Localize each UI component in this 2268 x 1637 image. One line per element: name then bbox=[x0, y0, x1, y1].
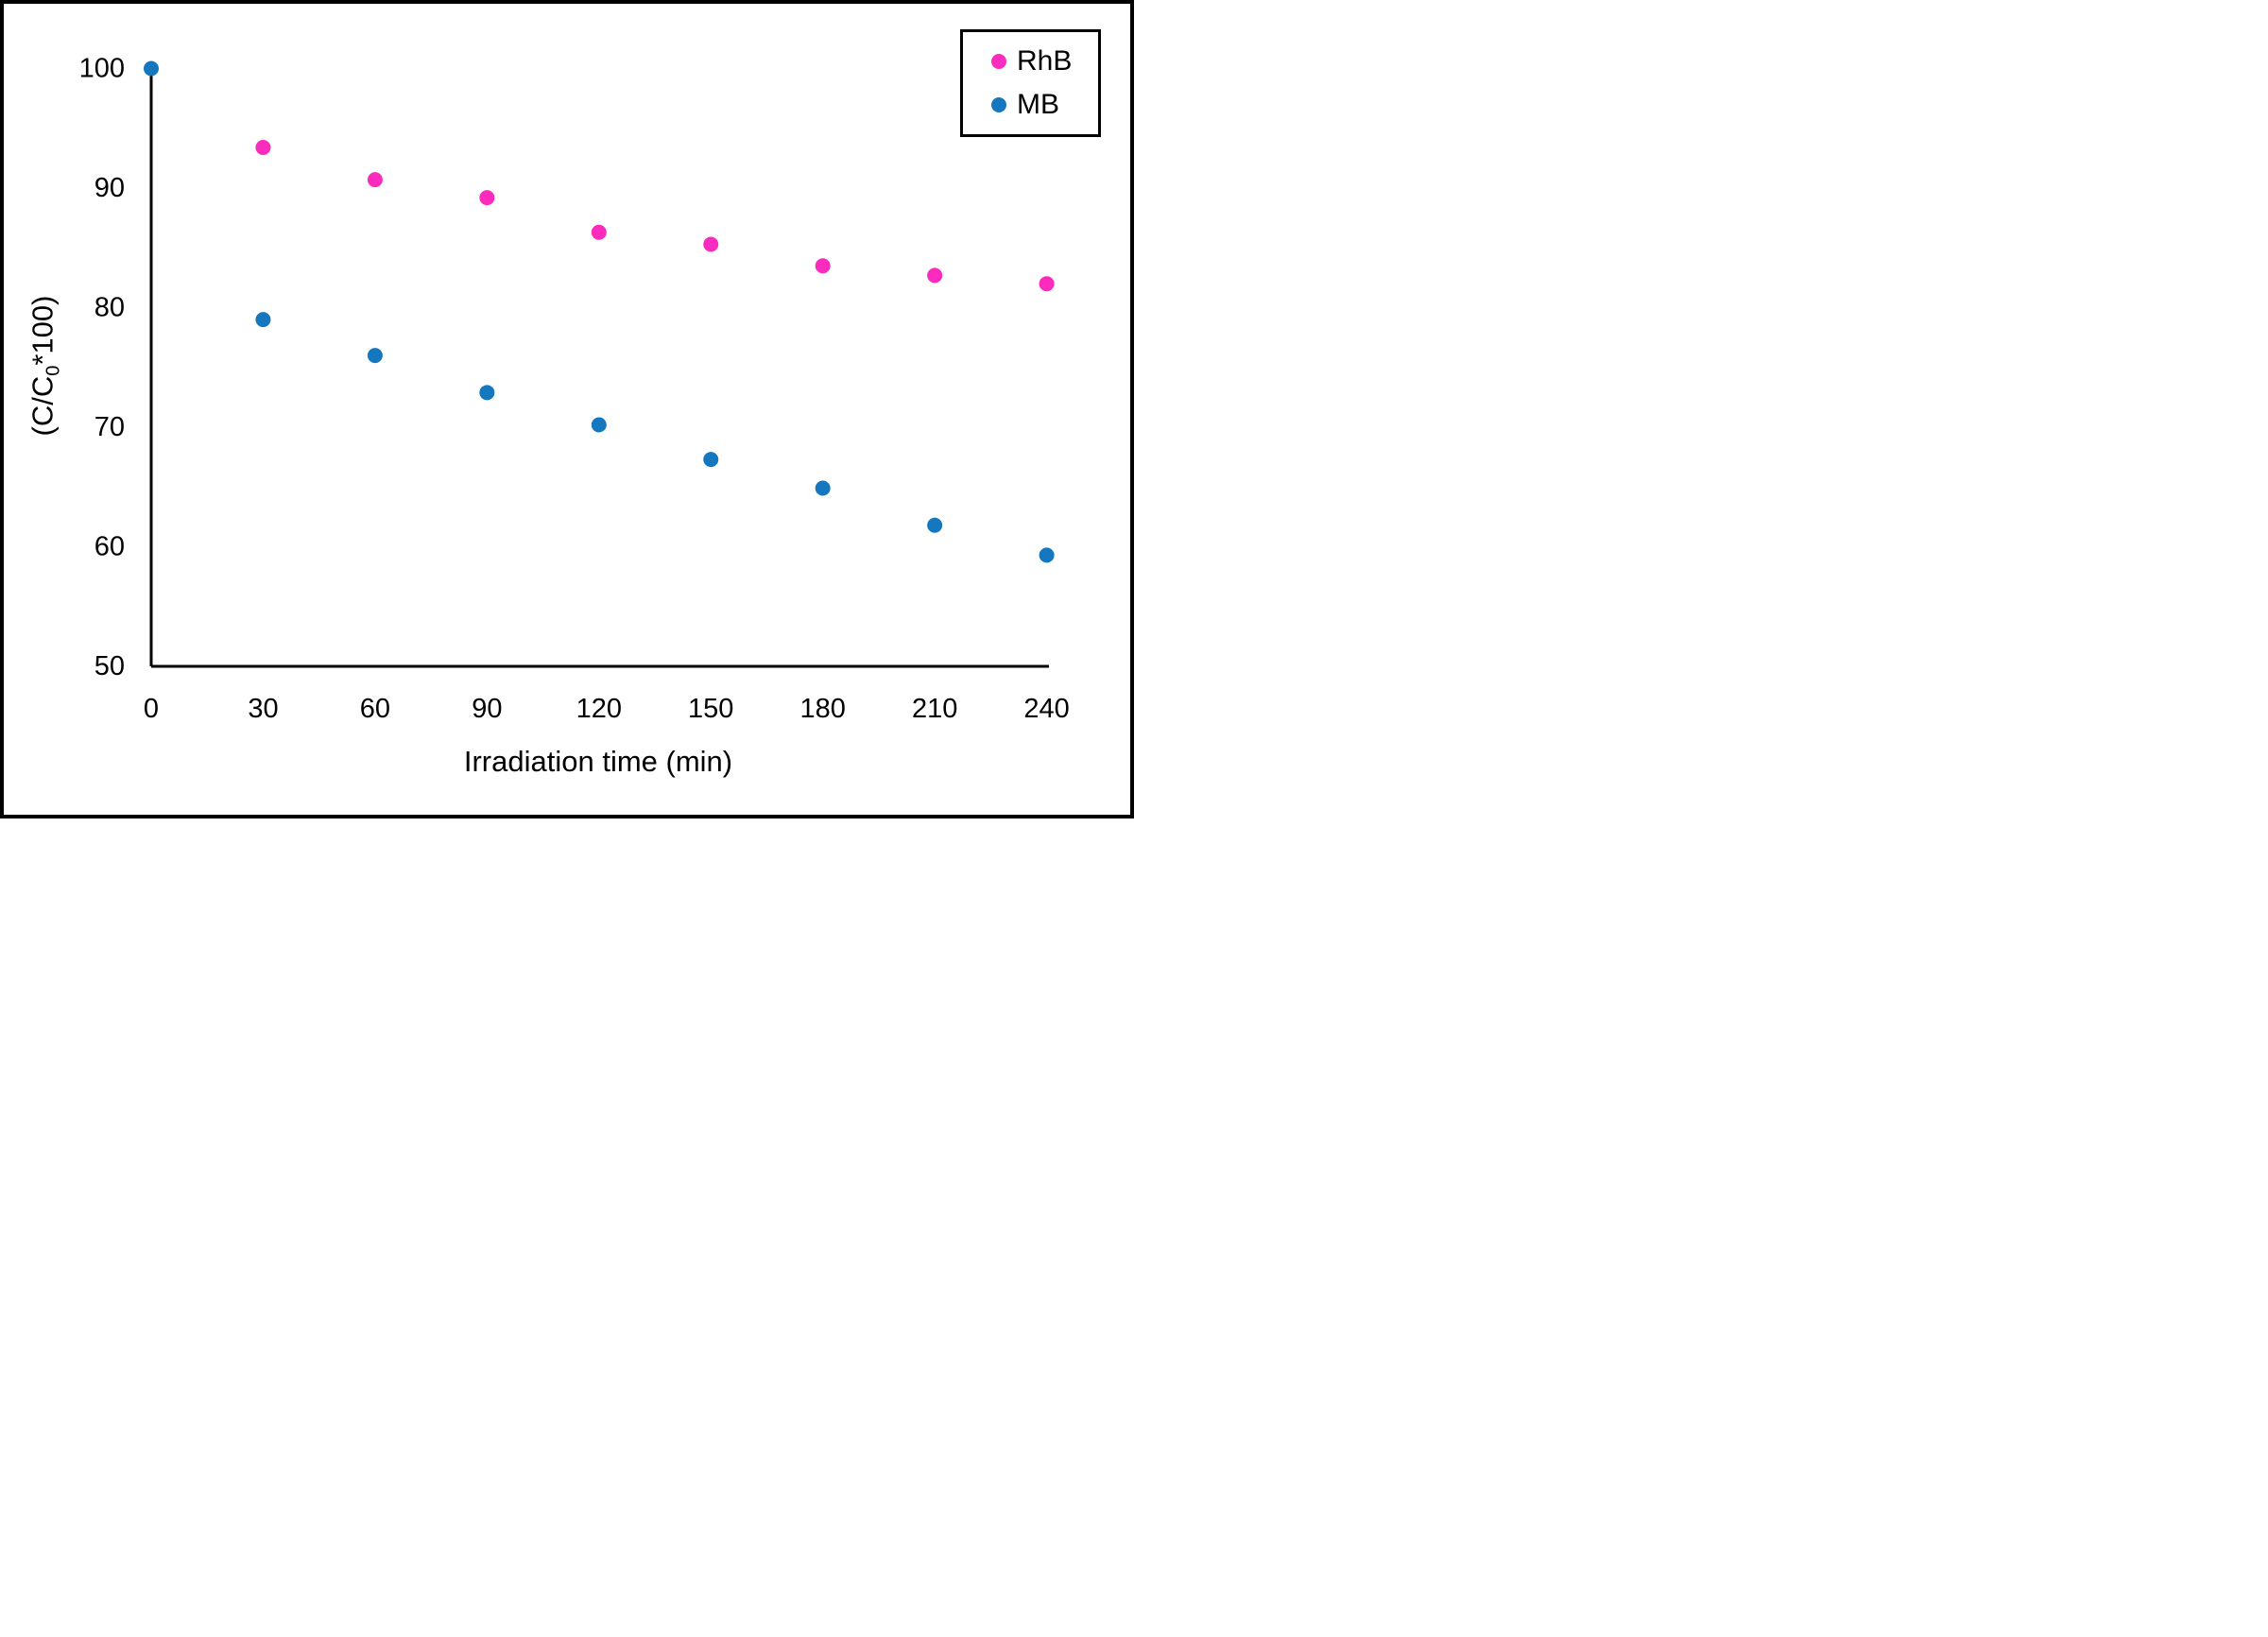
y-tick-label-80: 80 bbox=[94, 293, 125, 323]
data-point-rhb-240 bbox=[1039, 276, 1055, 292]
data-point-mb-210 bbox=[927, 517, 943, 533]
y-axis-title: (C/C0*100) bbox=[26, 296, 65, 437]
data-point-rhb-120 bbox=[591, 224, 607, 240]
data-point-mb-120 bbox=[591, 417, 607, 433]
data-point-mb-30 bbox=[255, 312, 271, 328]
y-axis-title-text: *100) bbox=[26, 295, 60, 366]
y-tick-label-90: 90 bbox=[94, 173, 125, 203]
figure-frame: 50 60 70 80 90 100 0 30 60 90 120 150 180 210 240 Irra… bbox=[0, 0, 1134, 818]
data-point-rhb-180 bbox=[815, 258, 831, 274]
rhb-series-marker-icon bbox=[991, 54, 1006, 69]
rhb-legend-label: RhB bbox=[1017, 45, 1073, 77]
legend-item-mb: MB bbox=[991, 91, 1098, 119]
data-point-mb-0 bbox=[144, 60, 159, 77]
data-point-rhb-60 bbox=[367, 172, 383, 188]
data-point-mb-240 bbox=[1039, 547, 1055, 563]
x-tick-label-150: 150 bbox=[688, 694, 733, 724]
x-tick-label-210: 210 bbox=[912, 694, 957, 724]
x-tick-label-30: 30 bbox=[248, 694, 278, 724]
x-tick-label-60: 60 bbox=[360, 694, 390, 724]
x-tick-label-240: 240 bbox=[1023, 694, 1069, 724]
y-tick-label-50: 50 bbox=[94, 651, 125, 681]
x-tick-label-120: 120 bbox=[576, 694, 622, 724]
x-axis-title: Irradiation time (min) bbox=[463, 745, 733, 778]
y-tick-label-60: 60 bbox=[94, 532, 125, 562]
data-point-rhb-210 bbox=[927, 267, 943, 284]
data-point-mb-150 bbox=[703, 452, 719, 468]
y-axis-title-subscript: 0 bbox=[43, 365, 64, 376]
x-tick-label-180: 180 bbox=[800, 694, 846, 724]
legend-item-rhb: RhB bbox=[991, 47, 1098, 76]
x-tick-label-0: 0 bbox=[144, 694, 159, 724]
data-point-rhb-30 bbox=[255, 139, 271, 155]
legend: RhB MB bbox=[960, 29, 1101, 137]
x-tick-label-90: 90 bbox=[472, 694, 502, 724]
scatter-chart: 50 60 70 80 90 100 0 30 60 90 120 150 180 210 240 bbox=[79, 54, 1070, 725]
y-tick-label-100: 100 bbox=[79, 54, 125, 84]
mb-legend-label: MB bbox=[1017, 89, 1059, 120]
data-point-mb-90 bbox=[479, 385, 495, 401]
data-point-rhb-150 bbox=[703, 236, 719, 252]
data-point-rhb-90 bbox=[479, 190, 495, 206]
data-point-mb-180 bbox=[815, 480, 831, 496]
mb-series-marker-icon bbox=[991, 97, 1006, 112]
y-tick-label-70: 70 bbox=[94, 412, 125, 442]
y-axis-title-text: (C/C bbox=[26, 375, 60, 437]
data-point-mb-60 bbox=[367, 348, 383, 364]
